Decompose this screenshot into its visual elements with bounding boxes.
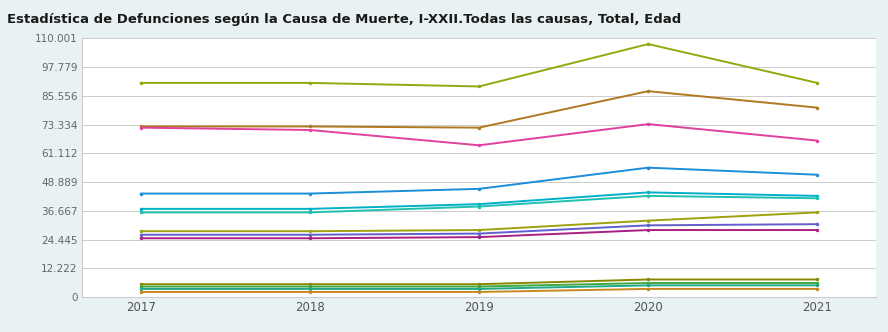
Text: Estadística de Defunciones según la Causa de Muerte, I-XXII.Todas las causas, To: Estadística de Defunciones según la Caus…	[7, 13, 681, 26]
